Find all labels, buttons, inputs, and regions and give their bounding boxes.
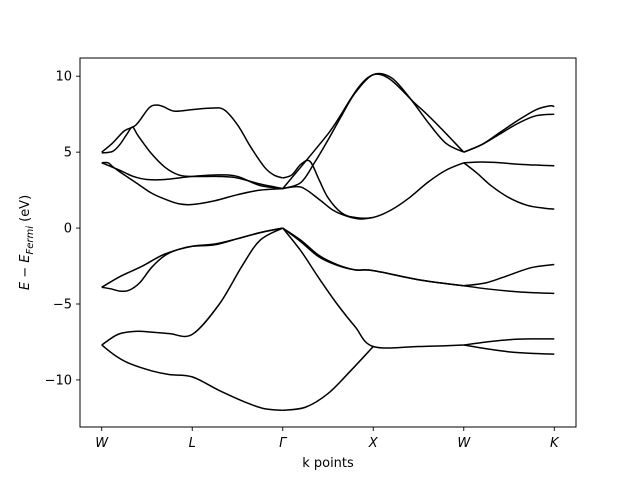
y-axis-label-sub: Fermi <box>25 226 36 255</box>
band-line-21 <box>463 263 555 287</box>
y-axis-label-e: E <box>18 281 33 290</box>
bands-layer <box>101 72 555 412</box>
band-line-20 <box>463 162 555 210</box>
y-tick-label: 0 <box>64 222 72 237</box>
y-axis-label-ef: E <box>18 254 33 263</box>
band-line-15 <box>282 227 464 349</box>
band-line-23 <box>463 338 555 346</box>
y-tick-label: −5 <box>53 298 72 313</box>
band-line-18 <box>463 104 555 153</box>
kpoint-label: W <box>95 436 109 451</box>
band-line-22 <box>463 285 555 295</box>
kpoint-label: K <box>550 436 560 451</box>
band-line-16 <box>282 346 374 412</box>
band-line-2 <box>101 344 283 412</box>
band-line-19 <box>463 161 555 167</box>
y-axis-label: E − EFermi (eV) <box>18 195 36 290</box>
x-axis-label: k points <box>302 456 354 471</box>
band-line-8 <box>101 104 283 179</box>
y-tick-label: 5 <box>64 146 72 161</box>
kpoint-label: Γ <box>279 436 288 451</box>
band-line-12 <box>282 73 465 190</box>
kpoint-label: W <box>457 436 471 451</box>
plot-frame <box>79 57 577 428</box>
band-line-4 <box>101 227 283 288</box>
y-axis-label-unit: (eV) <box>18 195 33 226</box>
kpoint-label: X <box>368 436 379 451</box>
band-line-24 <box>463 344 555 355</box>
band-line-11 <box>282 185 374 220</box>
y-axis-label-minus: − <box>18 263 33 282</box>
y-axis-ticks: 10 5 0 −5 −10 <box>45 70 80 388</box>
y-tick-label: −10 <box>45 373 72 388</box>
band-line-1 <box>101 227 284 346</box>
band-line-7 <box>101 126 283 190</box>
kpoint-label: L <box>189 436 196 451</box>
band-line-14 <box>282 227 464 287</box>
band-line-10 <box>282 72 465 190</box>
y-tick-label: 10 <box>55 70 72 85</box>
